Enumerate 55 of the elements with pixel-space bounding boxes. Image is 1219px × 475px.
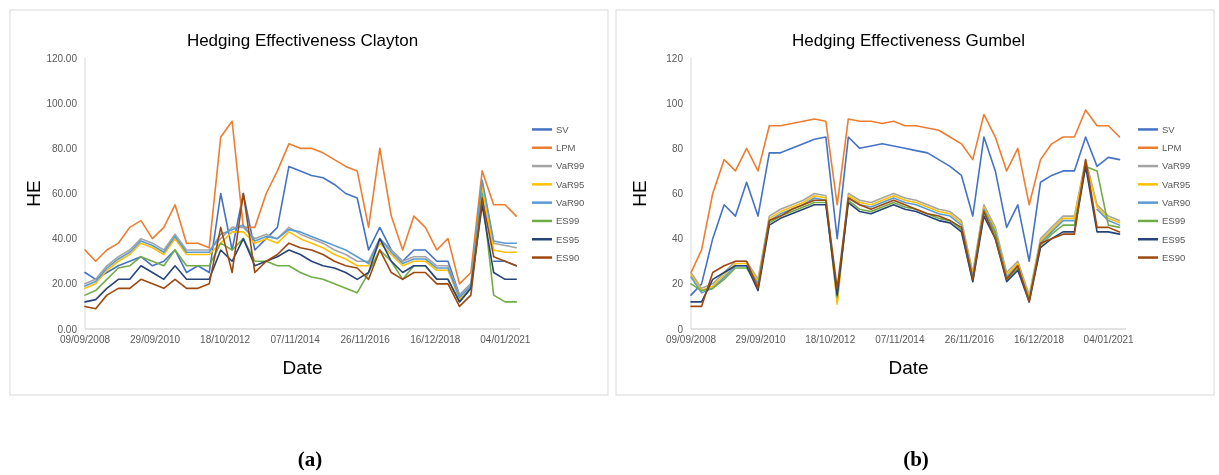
legend-label: ES95 — [1162, 233, 1186, 245]
x-tick-label: 29/09/2010 — [735, 334, 787, 345]
text: (a) — [297, 447, 323, 471]
x-tick-label: 18/10/2012 — [200, 334, 251, 345]
y-tick-label: 120.00 — [46, 52, 78, 64]
legend-label: VaR99 — [556, 160, 585, 172]
y-tick-label: 80.00 — [51, 142, 78, 154]
x-axis-title: Date — [282, 357, 323, 378]
x-tick-label: 04/01/2021 — [480, 334, 531, 345]
y-axis-title: HE — [23, 180, 44, 207]
x-tick-label: 29/09/2010 — [130, 334, 181, 345]
x-tick-label: 04/01/2021 — [1083, 334, 1135, 345]
x-tick-label: 07/11/2014 — [875, 334, 925, 345]
y-tick-label: 20.00 — [51, 278, 78, 290]
chart-title: Hedging Effectiveness Clayton — [186, 31, 419, 50]
chart-title: Hedging Effectiveness Gumbel — [791, 31, 1026, 50]
y-tick-label: 40.00 — [51, 233, 78, 245]
y-tick-label: 100.00 — [46, 97, 78, 109]
legend-label: SV — [1162, 123, 1176, 135]
x-axis-title: Date — [888, 357, 929, 378]
y-tick-label: 60 — [671, 188, 684, 199]
legend-label: SV — [556, 123, 570, 135]
legend-label: ES99 — [1162, 215, 1186, 227]
legend-label: VaR90 — [556, 196, 585, 208]
y-tick-label: 20 — [671, 278, 684, 290]
y-tick-label: 0.00 — [57, 323, 78, 335]
line-series — [690, 136, 1121, 296]
y-tick-label: 40 — [671, 233, 684, 245]
legend-label: ES95 — [556, 233, 580, 245]
x-tick-label: 18/10/2012 — [805, 334, 856, 345]
line-series — [690, 109, 1121, 274]
legend-label: VaR99 — [1162, 160, 1191, 172]
y-tick-label: 60.00 — [51, 188, 78, 199]
legend-label: ES99 — [556, 215, 580, 227]
legend-label: VaR95 — [1162, 178, 1191, 190]
y-tick-label: 0 — [677, 323, 684, 335]
x-tick-label: 09/09/2008 — [59, 334, 111, 345]
legend-label: LPM — [1162, 142, 1182, 154]
x-tick-label: 26/11/2016 — [944, 334, 995, 345]
x-tick-label: 07/11/2014 — [270, 334, 321, 345]
y-tick-label: 120 — [666, 52, 684, 64]
y-axis-title: HE — [629, 180, 650, 207]
x-tick-label: 16/12/2018 — [1014, 334, 1065, 345]
legend-label: LPM — [556, 142, 576, 154]
x-tick-label: 26/11/2016 — [340, 334, 391, 345]
legend-label: ES90 — [556, 251, 580, 263]
text: (b) — [903, 447, 929, 471]
x-tick-label: 16/12/2018 — [410, 334, 461, 345]
legend-label: VaR90 — [1162, 196, 1191, 208]
legend-label: ES90 — [1162, 251, 1186, 263]
x-tick-label: 09/09/2008 — [665, 334, 717, 345]
legend-label: VaR95 — [556, 178, 585, 190]
y-tick-label: 80 — [671, 142, 684, 154]
y-tick-label: 100 — [666, 97, 684, 109]
line-series — [84, 120, 518, 285]
